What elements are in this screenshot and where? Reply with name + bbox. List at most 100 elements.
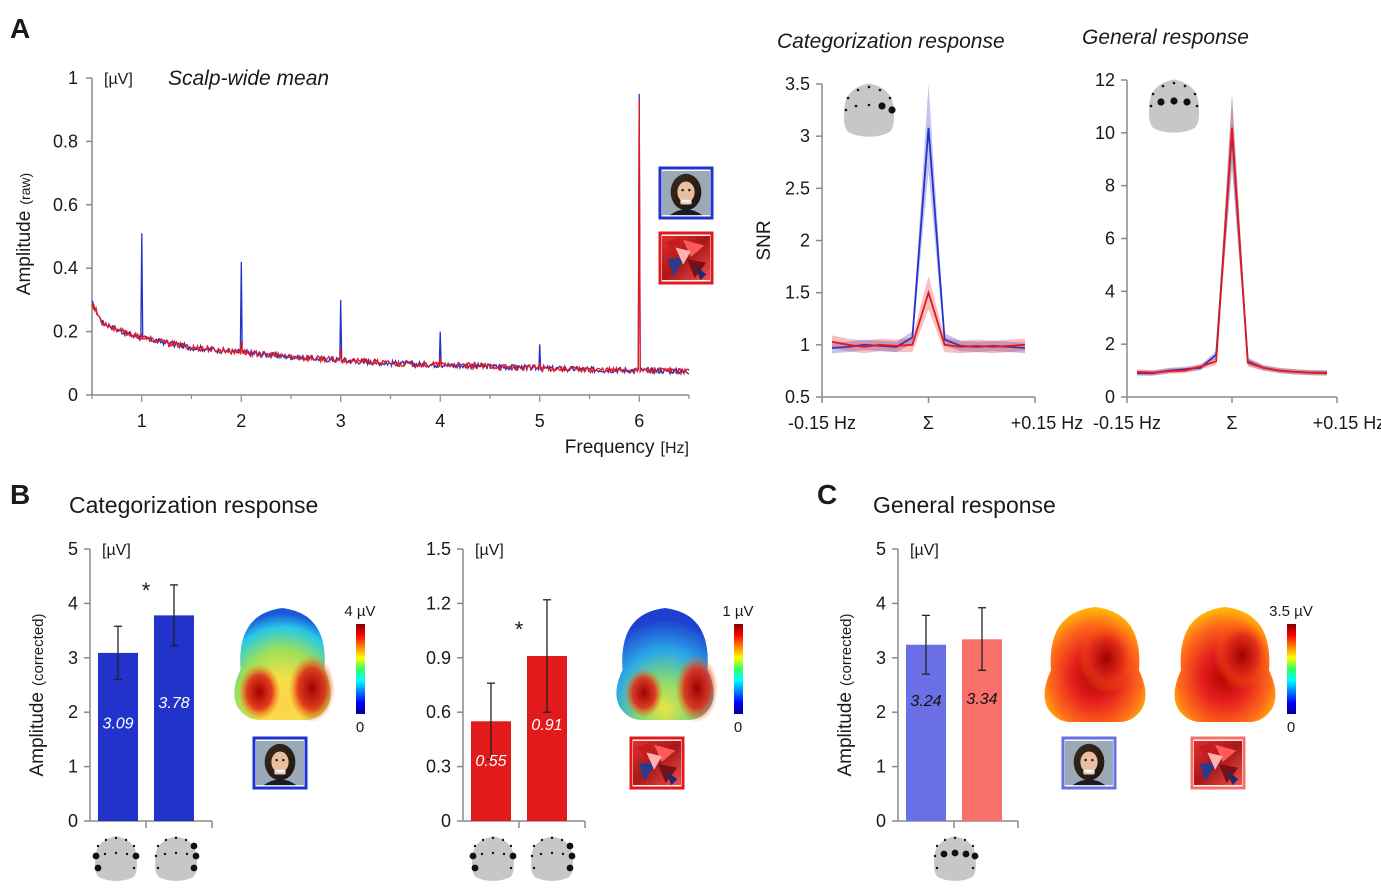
electrode-dot [469,852,477,860]
scalp-map-icon [1174,607,1276,722]
thumb-scrambled-b [629,736,685,790]
y-tick-label: 12 [1095,70,1115,90]
electrode-dot [568,852,576,860]
thumb-face-b [252,736,308,790]
x-axis-label: Frequency [Hz] [565,437,689,458]
electrode-dot [532,844,536,848]
y-tick-label: 1 [876,757,886,777]
electrode-dot [190,864,198,872]
thumb-frame [252,736,308,790]
electrode-dot [935,866,939,870]
electrode-dot [561,852,565,856]
data-label: 0.91 [531,717,562,734]
scalp-hotspot [1078,624,1134,694]
y-axis-label-main: Amplitude [14,211,35,296]
colorbar-min-label: 0 [356,719,364,736]
electrode-dot [888,96,892,100]
chart-title: Categorization response [69,492,318,518]
thumb-frame [629,736,685,790]
x-tick-label: 5 [535,411,545,431]
y-tick-label: 0 [441,811,451,831]
spectrum-chart: 0 0.2 0.4 0.6 0.8 1 1 2 3 4 5 6 [µV] Scalp-wide mean A… [14,67,714,458]
electrode-dot [481,838,485,842]
snr-general-chart: 0 2 4 6 8 10 12 -0.15 Hz Σ +0.15 Hz General respon… [1082,26,1381,433]
electrode-dot [480,852,484,856]
electrode-dot [530,854,534,858]
series-line-faces [91,93,690,376]
y-axis-label: SNR [754,220,775,260]
electrode-dot [1170,97,1178,105]
electrode-dot [184,838,188,842]
x-tick-label: 2 [236,411,246,431]
series-line-scrambled [91,100,690,376]
y-axis-label-main: Amplitude [27,692,48,777]
electrode-dot [509,866,513,870]
electrode-dot [114,836,118,840]
electrode-dot [1149,104,1153,108]
y-axis-label: Amplitude (corrected) [835,613,856,776]
y-tick-label: 0.8 [53,131,78,151]
y-tick-label: 0.6 [426,702,451,722]
y-tick-label: 1.2 [426,593,451,613]
electrode-dot [124,838,128,842]
x-tick-label: 3 [336,411,346,431]
series-line-blue [831,127,1026,349]
electrode-layout-icon [843,83,896,137]
y-axis-label-main: Amplitude [835,692,856,777]
electrode-dot [963,838,967,842]
electrode-dot [164,838,168,842]
bar-2 [154,615,194,821]
y-tick-label: 0 [68,385,78,405]
x-tick-label: 6 [634,411,644,431]
legend-scrambled-face-icon [658,231,714,285]
scalp-head-shape [154,836,198,881]
y-tick-label: 2.5 [785,178,810,198]
electrode-dot [491,836,495,840]
electrode-dot [471,864,479,872]
series-line-red [831,289,1026,348]
scalp-map-icon [616,608,718,723]
y-tick-label: 0 [876,811,886,831]
y-axis-label-sub: (raw) [17,173,33,205]
snr-categorization-chart: 0.5 1 1.5 2 2.5 3 3.5 -0.15 Hz Σ +0.15 Hz Categori… [754,30,1083,433]
y-tick-label: 1 [68,757,78,777]
electrode-dot [94,864,102,872]
bars-general-chart: 0 1 2 3 4 5 [µV] Amplitude (corrected) 3.24 3.34 3.… [835,492,1313,881]
electrode-dot [190,842,198,850]
unit-label: [µV] [910,542,939,559]
electrode-dot [846,96,850,100]
electrode-dot [163,852,167,856]
data-label: 3.34 [966,691,997,708]
electrode-dot [566,842,574,850]
electrode-dot [844,108,848,112]
electrode-dot [1172,81,1176,85]
y-tick-label: 0.5 [785,387,810,407]
electrode-dot [92,852,100,860]
electrode-dot [1195,104,1199,108]
y-tick-label: 3 [876,648,886,668]
x-tick-label: +0.15 Hz [1313,413,1381,433]
scalp-head-shape [1148,79,1200,133]
scalp-head-shape [94,836,138,881]
electrode-layout-icon [469,836,517,881]
electrode-dot [1183,98,1191,106]
electrode-dot [953,836,957,840]
scrambled-face-icon [1194,740,1242,786]
electrode-layout-icon [530,836,576,881]
electrode-dot [501,838,505,842]
chart-title: Categorization response [777,30,1005,53]
y-tick-label: 5 [68,539,78,559]
y-tick-label: 2 [1105,334,1115,354]
electrode-dot [933,854,937,858]
scalp-head-shape [843,83,895,137]
electrode-dot [1183,84,1187,88]
data-label: 3.24 [910,693,941,710]
electrode-dot [856,88,860,92]
electrode-dot [473,844,477,848]
scalp-hotspot [238,664,281,720]
thumb-frame [1061,736,1117,790]
electrode-dot [532,866,536,870]
colorbar [1287,624,1296,714]
electrode-dot [540,838,544,842]
